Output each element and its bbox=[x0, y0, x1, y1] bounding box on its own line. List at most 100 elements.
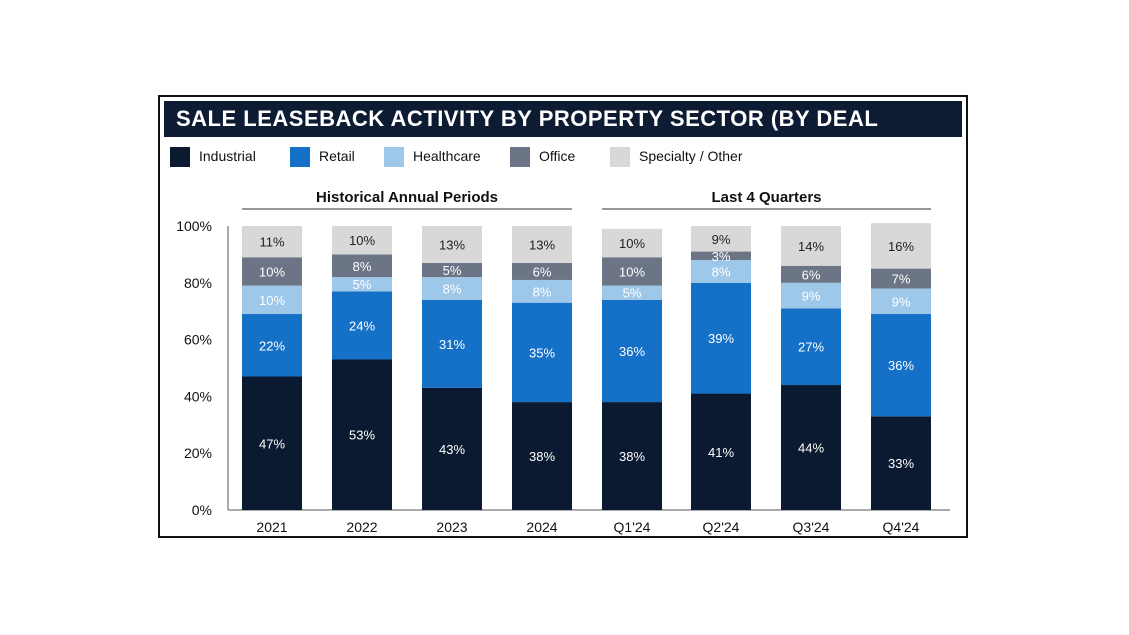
data-label-industrial-q3-24: 44% bbox=[798, 441, 824, 456]
bar-segment-healthcare-q2-24 bbox=[691, 260, 751, 283]
data-label-healthcare-q1-24: 5% bbox=[623, 286, 642, 301]
data-label-specialty-other-q2-24: 9% bbox=[712, 232, 731, 247]
data-label-office-q4-24: 7% bbox=[892, 272, 911, 287]
y-tick-label: 20% bbox=[184, 445, 212, 461]
bar-segment-healthcare-2022 bbox=[332, 277, 392, 292]
chart-frame: SALE LEASEBACK ACTIVITY BY PROPERTY SECT… bbox=[158, 95, 968, 538]
bar-segment-healthcare-q3-24 bbox=[781, 282, 841, 309]
y-tick-label: 40% bbox=[184, 388, 212, 404]
data-label-industrial-2021: 47% bbox=[259, 436, 285, 451]
data-label-retail-2023: 31% bbox=[439, 337, 465, 352]
data-label-healthcare-2021: 10% bbox=[259, 293, 285, 308]
data-label-retail-q3-24: 27% bbox=[798, 340, 824, 355]
bar-segment-office-q4-24 bbox=[871, 268, 931, 289]
data-label-healthcare-2023: 8% bbox=[443, 281, 462, 296]
bar-segment-specialty-other-2024 bbox=[512, 226, 572, 263]
chart-title: SALE LEASEBACK ACTIVITY BY PROPERTY SECT… bbox=[164, 101, 962, 167]
x-tick-label: Q4'24 bbox=[883, 519, 920, 535]
data-label-office-2021: 10% bbox=[259, 264, 285, 279]
bar-segment-specialty-other-q2-24 bbox=[691, 226, 751, 252]
bar-segment-office-2023 bbox=[422, 262, 482, 278]
data-label-specialty-other-q4-24: 16% bbox=[888, 239, 914, 254]
legend-swatch-office bbox=[510, 147, 530, 167]
legend-label-office: Office bbox=[539, 148, 576, 164]
data-label-specialty-other-2024: 13% bbox=[529, 237, 555, 252]
bar-segment-retail-q3-24 bbox=[781, 308, 841, 386]
data-label-healthcare-q4-24: 9% bbox=[892, 294, 911, 309]
legend-swatch-retail bbox=[290, 147, 310, 167]
data-label-industrial-q4-24: 33% bbox=[888, 456, 914, 471]
x-tick-label: 2022 bbox=[346, 519, 377, 535]
data-label-office-2023: 5% bbox=[443, 263, 462, 278]
data-label-office-q3-24: 6% bbox=[802, 267, 821, 282]
bar-segment-retail-q2-24 bbox=[691, 282, 751, 394]
bar-segment-specialty-other-2022 bbox=[332, 226, 392, 255]
legend-label-retail: Retail bbox=[319, 148, 355, 164]
legend-label-industrial: Industrial bbox=[199, 148, 256, 164]
data-label-retail-q1-24: 36% bbox=[619, 344, 645, 359]
bar-segment-office-q1-24 bbox=[602, 257, 662, 286]
bar-segment-office-q2-24 bbox=[691, 251, 751, 261]
data-label-specialty-other-2022: 10% bbox=[349, 233, 375, 248]
x-tick-label: 2024 bbox=[526, 519, 557, 535]
bar-segment-retail-2022 bbox=[332, 291, 392, 360]
x-tick-label: Q1'24 bbox=[614, 519, 651, 535]
bar-segment-retail-2024 bbox=[512, 302, 572, 403]
data-label-healthcare-q3-24: 9% bbox=[802, 289, 821, 304]
bar-segment-healthcare-q1-24 bbox=[602, 285, 662, 300]
bar-segment-industrial-2023 bbox=[422, 387, 482, 510]
data-label-retail-2024: 35% bbox=[529, 345, 555, 360]
legend-label-healthcare: Healthcare bbox=[413, 148, 481, 164]
bar-segment-industrial-q3-24 bbox=[781, 385, 841, 510]
bar-segment-specialty-other-q3-24 bbox=[781, 226, 841, 266]
bar-segment-specialty-other-2021 bbox=[242, 226, 302, 258]
x-tick-label: 2023 bbox=[436, 519, 467, 535]
legend-swatch-specialty bbox=[610, 147, 630, 167]
stacked-bar-chart: 0% 20% 40% 60% 80% 100% Historical Annual Peri… bbox=[176, 189, 950, 535]
data-label-retail-2021: 22% bbox=[259, 338, 285, 353]
bar-segment-retail-q1-24 bbox=[602, 299, 662, 403]
data-label-industrial-2024: 38% bbox=[529, 449, 555, 464]
bar-segment-office-2022 bbox=[332, 254, 392, 278]
bar-segment-office-2021 bbox=[242, 257, 302, 286]
data-label-healthcare-2024: 8% bbox=[533, 284, 552, 299]
bar-segment-specialty-other-q4-24 bbox=[871, 223, 931, 269]
data-label-specialty-other-q1-24: 10% bbox=[619, 236, 645, 251]
bar-segment-industrial-q4-24 bbox=[871, 416, 931, 510]
bar-segment-industrial-q2-24 bbox=[691, 393, 751, 510]
bar-segment-industrial-2021 bbox=[242, 376, 302, 510]
data-label-specialty-other-2021: 11% bbox=[259, 235, 284, 250]
bar-segment-healthcare-2024 bbox=[512, 279, 572, 303]
legend-swatch-industrial bbox=[170, 147, 190, 167]
bar-segment-industrial-2022 bbox=[332, 359, 392, 510]
data-label-office-2024: 6% bbox=[533, 264, 552, 279]
bar-segment-retail-2021 bbox=[242, 314, 302, 377]
data-label-retail-q4-24: 36% bbox=[888, 358, 914, 373]
data-label-retail-q2-24: 39% bbox=[708, 331, 734, 346]
bar-segment-retail-2023 bbox=[422, 299, 482, 388]
data-label-office-2022: 8% bbox=[353, 259, 372, 274]
legend-label-specialty: Specialty / Other bbox=[639, 148, 743, 164]
bar-segment-office-q3-24 bbox=[781, 265, 841, 283]
data-label-office-q1-24: 10% bbox=[619, 264, 645, 279]
bar-segment-retail-q4-24 bbox=[871, 314, 931, 417]
group-header-last-4-quarters: Last 4 Quarters bbox=[711, 189, 821, 206]
x-tick-label: Q3'24 bbox=[793, 519, 830, 535]
data-label-specialty-other-q3-24: 14% bbox=[798, 239, 824, 254]
data-label-industrial-q2-24: 41% bbox=[708, 445, 734, 460]
data-label-healthcare-2022: 5% bbox=[353, 277, 372, 292]
bar-segment-specialty-other-q1-24 bbox=[602, 228, 662, 258]
data-label-office-q2-24: 3% bbox=[712, 249, 731, 264]
data-label-industrial-2022: 53% bbox=[349, 428, 375, 443]
legend-swatch-healthcare bbox=[384, 147, 404, 167]
data-label-industrial-2023: 43% bbox=[439, 442, 465, 457]
bar-segment-industrial-2024 bbox=[512, 402, 572, 510]
y-tick-label: 80% bbox=[184, 275, 212, 291]
y-tick-label: 100% bbox=[176, 218, 212, 234]
group-header-historical-annual-periods: Historical Annual Periods bbox=[316, 189, 498, 206]
bar-segment-specialty-other-2023 bbox=[422, 226, 482, 263]
x-tick-label: 2021 bbox=[256, 519, 287, 535]
data-label-retail-2022: 24% bbox=[349, 318, 375, 333]
bar-segment-office-2024 bbox=[512, 262, 572, 280]
data-label-healthcare-q2-24: 8% bbox=[712, 264, 731, 279]
